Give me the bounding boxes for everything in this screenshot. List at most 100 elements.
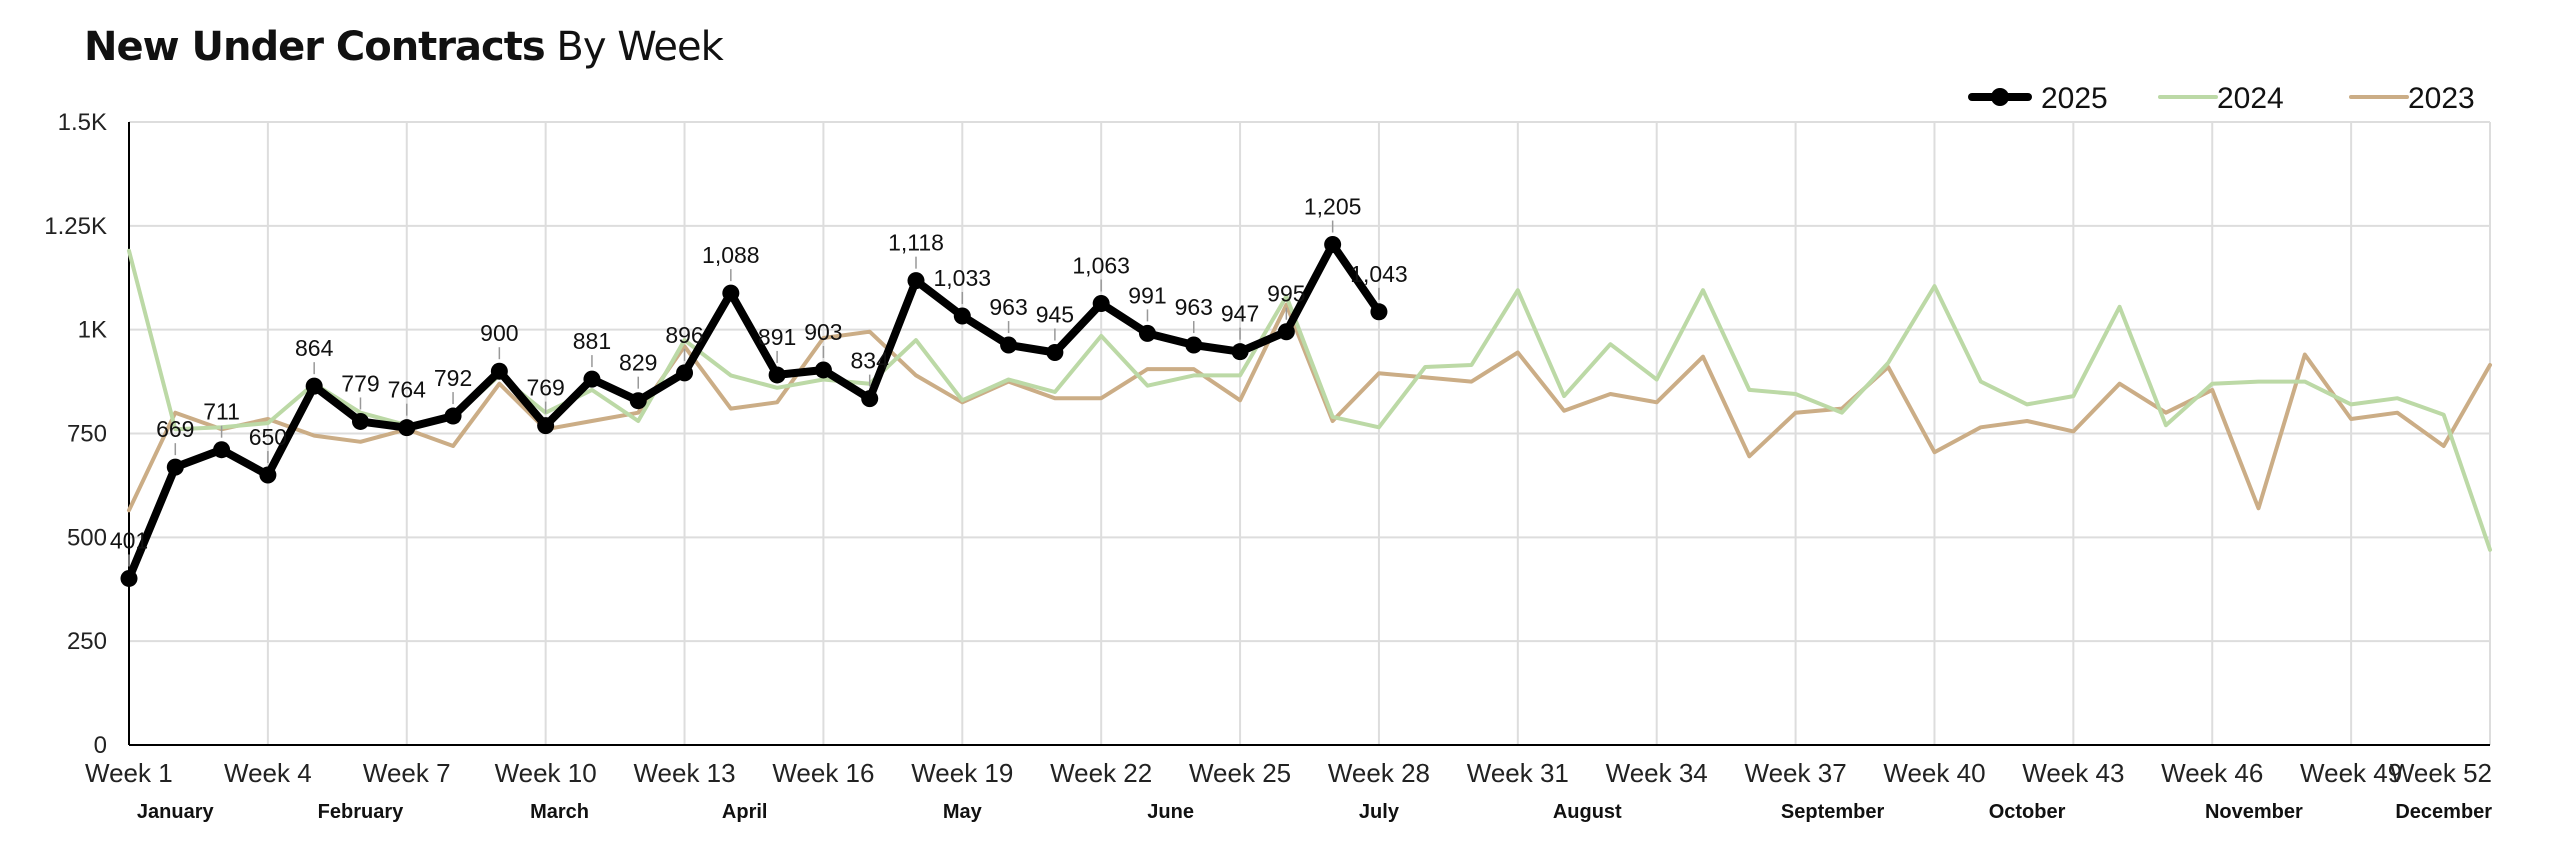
data-label: 896 <box>665 322 703 348</box>
legend-label-2023: 2023 <box>2408 82 2475 115</box>
data-point <box>305 377 323 395</box>
data-point <box>1277 323 1295 341</box>
data-label: 1,088 <box>702 242 760 268</box>
legend-label-2024: 2024 <box>2217 82 2284 115</box>
data-point <box>676 364 694 382</box>
data-point <box>722 284 740 302</box>
data-label: 1,043 <box>1350 261 1408 287</box>
data-label: 764 <box>388 377 427 403</box>
data-label: 1,033 <box>934 265 992 291</box>
month-label: August <box>1553 801 1622 823</box>
data-point <box>953 307 971 325</box>
month-label: October <box>1989 801 2066 823</box>
data-label: 881 <box>573 328 611 354</box>
data-point <box>814 361 832 379</box>
data-label: 1,118 <box>888 230 944 256</box>
x-tick-label: Week 31 <box>1467 758 1569 788</box>
x-tick-label: Week 16 <box>772 758 874 788</box>
data-point <box>1324 236 1342 254</box>
data-point <box>1092 295 1110 313</box>
x-tick-label: Week 19 <box>911 758 1013 788</box>
chart-title-main: New Under Contracts <box>84 24 546 70</box>
y-tick-label: 250 <box>67 628 107 655</box>
y-tick-label: 500 <box>67 524 107 551</box>
data-label: 669 <box>156 416 194 442</box>
x-tick-label: Week 43 <box>2022 758 2124 788</box>
data-label: 1,063 <box>1072 253 1130 279</box>
x-tick-label: Week 37 <box>1745 758 1847 788</box>
data-label: 1,205 <box>1304 194 1362 220</box>
data-point <box>444 407 462 425</box>
data-label: 945 <box>1036 302 1074 328</box>
data-point <box>1231 343 1249 361</box>
data-label: 991 <box>1128 282 1166 308</box>
month-label: November <box>2205 801 2303 823</box>
month-label: February <box>318 801 404 823</box>
data-point <box>768 366 786 384</box>
data-point <box>907 272 925 290</box>
data-label: 792 <box>434 365 472 391</box>
data-point <box>629 392 647 410</box>
x-tick-label: Week 46 <box>2161 758 2263 788</box>
month-label: December <box>2395 801 2492 823</box>
data-point <box>398 419 416 437</box>
x-tick-label: Week 49 <box>2300 758 2402 788</box>
x-tick-label: Week 1 <box>85 758 173 788</box>
data-label: 963 <box>1175 294 1213 320</box>
x-tick-label: Week 10 <box>495 758 597 788</box>
data-point <box>1138 324 1156 342</box>
data-label: 401 <box>110 527 148 553</box>
axis-layer: 0 250 500 750 1K 1.25K 1.5K Week 1 Week 4 Week 7 W… <box>44 109 2492 823</box>
data-label: 779 <box>341 370 379 396</box>
chart-title: New Under Contracts By Week <box>84 24 724 70</box>
chart-title-suffix: By Week <box>556 24 723 70</box>
data-label: 963 <box>989 294 1027 320</box>
data-label: 769 <box>526 375 564 401</box>
x-tick-label: Week 4 <box>224 758 312 788</box>
series-layer <box>120 236 2492 587</box>
data-label: 864 <box>295 335 334 361</box>
x-tick-label: Week 7 <box>363 758 451 788</box>
y-tick-label: 0 <box>94 732 107 759</box>
data-point <box>1370 303 1388 321</box>
x-tick-label: Week 22 <box>1050 758 1152 788</box>
data-label: 891 <box>758 324 796 350</box>
data-point <box>166 458 184 476</box>
month-label: January <box>137 801 215 823</box>
series-line-2025 <box>125 240 1383 583</box>
data-label: 947 <box>1221 301 1259 327</box>
data-label: 711 <box>203 399 240 425</box>
x-tick-label: Week 25 <box>1189 758 1291 788</box>
data-point <box>490 362 508 380</box>
data-point <box>861 390 879 408</box>
data-label: 903 <box>804 319 842 345</box>
month-label: April <box>722 801 768 823</box>
y-tick-label: 1.5K <box>58 109 107 136</box>
y-tick-label: 750 <box>67 421 107 448</box>
x-tick-label: Week 40 <box>1883 758 1985 788</box>
month-label: May <box>943 801 983 823</box>
month-label: September <box>1781 801 1885 823</box>
data-label: 995 <box>1267 281 1305 307</box>
x-tick-label: Week 28 <box>1328 758 1430 788</box>
data-label: 829 <box>619 350 657 376</box>
data-label: 650 <box>249 424 287 450</box>
data-point <box>583 370 601 388</box>
legend: 2025 2024 2023 <box>1968 82 2475 115</box>
data-point <box>120 569 138 587</box>
data-point <box>537 417 555 435</box>
data-label-layer: 401 669 711 650 864 779 764 792 900 769 881 829 896 1… <box>110 194 1408 567</box>
month-label: June <box>1147 801 1194 823</box>
legend-label-2025: 2025 <box>2041 82 2108 115</box>
y-tick-label: 1.25K <box>44 213 107 240</box>
x-tick-label: Week 34 <box>1606 758 1708 788</box>
data-point <box>213 441 231 459</box>
data-label: 900 <box>480 320 518 346</box>
y-tick-label: 1K <box>78 317 107 344</box>
data-point <box>1000 336 1018 354</box>
series-line-2023 <box>127 302 2492 513</box>
data-point <box>351 412 369 430</box>
x-tick-label: Week 13 <box>633 758 735 788</box>
